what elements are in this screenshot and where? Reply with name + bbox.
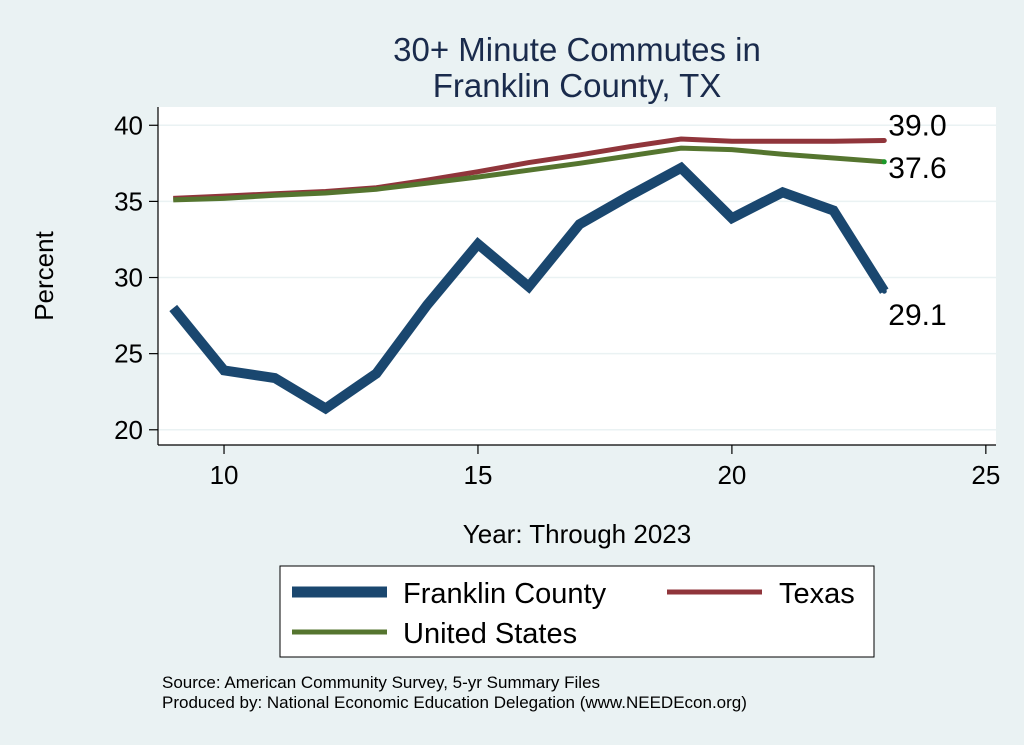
- y-axis-label: Percent: [29, 230, 59, 320]
- source-note: Source: American Community Survey, 5-yr …: [162, 673, 600, 692]
- legend-label-franklin-county: Franklin County: [403, 578, 607, 610]
- legend-label-texas: Texas: [779, 578, 855, 610]
- end-labels: 39.0 37.6 29.1: [888, 109, 946, 332]
- y-tick-label-3: 35: [114, 186, 143, 216]
- chart-title-line-2: Franklin County, TX: [433, 67, 722, 104]
- legend-label-united-states: United States: [403, 618, 577, 650]
- y-tick-label-4: 40: [114, 110, 143, 140]
- series-end-point-texas: [881, 137, 887, 143]
- x-tick-label-2: 20: [717, 460, 746, 490]
- x-axis-label: Year: Through 2023: [463, 519, 691, 549]
- legend-box: [279, 565, 875, 658]
- x-tick-label-0: 10: [210, 460, 239, 490]
- y-tick-label-2: 30: [114, 263, 143, 293]
- x-tick-label-1: 15: [464, 460, 493, 490]
- legend: Franklin County Texas United States: [279, 565, 875, 658]
- series-line-franklin-county: [169, 161, 889, 415]
- series-end-point-united-states: [881, 159, 887, 165]
- x-tick-label-3: 25: [971, 460, 1000, 490]
- series-end-point-franklin-county: [881, 288, 887, 294]
- end-label-franklin-county: 29.1: [888, 299, 946, 332]
- series-line-united-states: [173, 145, 885, 203]
- y-tick-label-1: 25: [114, 339, 143, 369]
- y-tick-label-0: 20: [114, 415, 143, 445]
- end-label-texas: 39.0: [888, 109, 946, 142]
- chart-title-line-1: 30+ Minute Commutes in: [393, 31, 761, 68]
- grid-lines: [158, 124, 996, 431]
- series-layer: [169, 136, 889, 415]
- producer-note: Produced by: National Economic Education…: [162, 693, 747, 712]
- axes: 20 25 30 35 40 10 15 20 25: [114, 107, 1000, 490]
- end-label-united-states: 37.6: [888, 152, 946, 185]
